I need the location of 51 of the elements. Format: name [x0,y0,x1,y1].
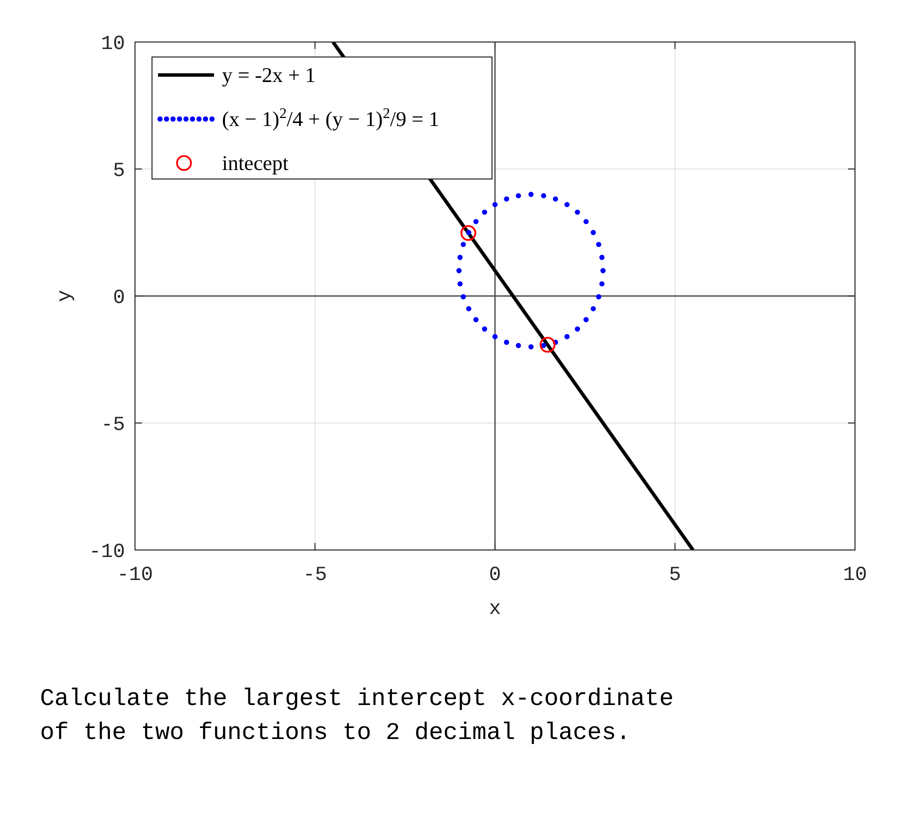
point [473,218,479,224]
y-tick-label: 0 [112,287,125,310]
point [541,193,546,198]
x-axis-title: x [488,598,502,621]
x-tick-label: -5 [302,564,328,587]
point [482,326,488,332]
point [596,294,602,300]
point [482,210,488,215]
x-tick-label: 10 [842,564,868,587]
y-tick-label: 10 [100,33,125,56]
point [457,254,463,260]
point [504,340,510,345]
point [460,225,476,241]
point [540,336,556,353]
point [583,317,589,322]
point [574,210,580,215]
point [528,192,534,197]
point [599,254,605,260]
point [492,202,498,208]
legend-label: y = -2x + 1 [222,63,316,87]
point [457,281,463,286]
point [541,342,546,348]
point [516,193,521,198]
point [456,268,462,274]
point [599,281,605,286]
y-tick-label: -10 [88,541,125,564]
legend-label: intecept [222,151,289,175]
point [600,268,606,274]
y-tick-label: 5 [112,160,125,183]
point [590,306,596,312]
point [564,202,570,208]
point [492,334,498,340]
point [460,242,466,248]
point [516,342,521,348]
y-tick-label: -5 [100,414,125,437]
point [574,326,580,332]
x-tick-label: 0 [488,564,502,587]
point [590,230,596,236]
point [552,196,558,202]
point [473,317,479,322]
point [528,344,534,350]
point [564,334,570,340]
x-tick-label: 5 [668,564,682,587]
point [596,242,602,248]
legend-label: (x − 1)$^{2}$/4 + (y − 1)$^{2}$/9 = 1 [222,106,440,131]
point [466,306,472,312]
y-axis-title: y [54,290,77,302]
text: Calculate the largest intercept x-coordinate of the two functions to 2 decimal places. [40,686,674,747]
point [583,218,589,224]
point [460,294,466,300]
point [504,196,510,202]
